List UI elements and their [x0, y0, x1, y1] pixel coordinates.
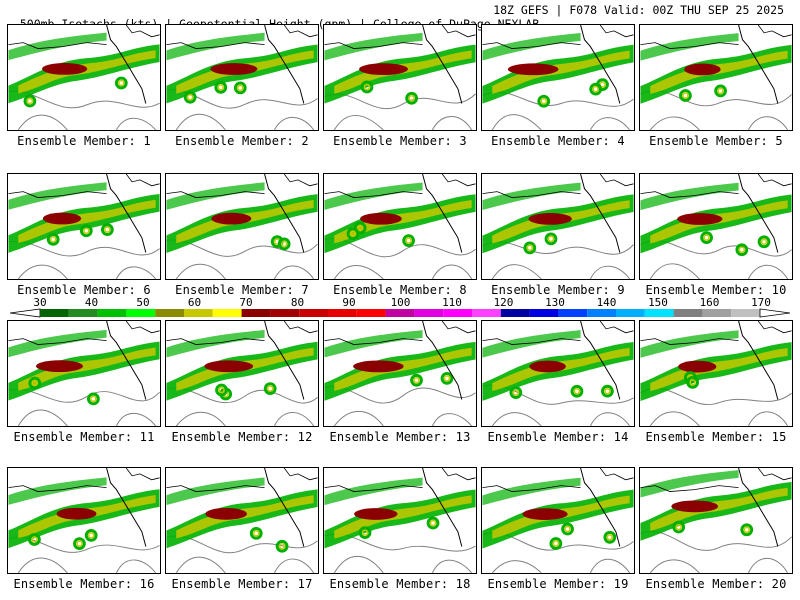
colorbar-swatch: [702, 309, 732, 317]
colorbar-swatch: [212, 309, 242, 317]
colorbar-swatch: [184, 309, 213, 317]
colorbar-swatch: [97, 309, 127, 317]
ensemble-member-label: Ensemble Member: 8: [333, 283, 467, 297]
colorbar-left-arrow: [9, 308, 41, 318]
colorbar-label: 150: [648, 297, 668, 309]
colorbar-label: 110: [442, 297, 462, 309]
colorbar-swatch: [356, 309, 386, 317]
ensemble-member-label: Ensemble Member: 11: [13, 430, 155, 444]
colorbar-swatch: [529, 309, 559, 317]
colorbar-swatch: [126, 309, 156, 317]
ensemble-member-label: Ensemble Member: 20: [645, 577, 787, 591]
colorbar-swatch: [270, 309, 300, 317]
colorbar-label: 100: [391, 297, 411, 309]
ensemble-member-map: [7, 173, 161, 280]
colorbar-swatch: [40, 309, 69, 317]
ensemble-member-map: [323, 467, 477, 574]
ensemble-member-map: [7, 467, 161, 574]
ensemble-member-label: Ensemble Member: 10: [645, 283, 787, 297]
ensemble-member-map: [323, 173, 477, 280]
colorbar-swatch: [644, 309, 674, 317]
colorbar-label: 40: [85, 297, 98, 309]
ensemble-member-map: [639, 173, 793, 280]
ensemble-member-map: [165, 320, 319, 427]
colorbar-label: 120: [494, 297, 514, 309]
colorbar-swatch: [443, 309, 472, 317]
colorbar-swatch: [299, 309, 328, 317]
colorbar-label: 70: [239, 297, 252, 309]
colorbar-svg: 30 40 50 60 70 80 90 100 110 120 130 140 150 160 170: [9, 297, 791, 318]
colorbar-label: 60: [188, 297, 201, 309]
colorbar-label: 170: [751, 297, 771, 309]
colorbar-label: 50: [136, 297, 149, 309]
ensemble-member-label: Ensemble Member: 12: [171, 430, 313, 444]
colorbar-swatch: [500, 309, 530, 317]
colorbar: 30 40 50 60 70 80 90 100 110 120 130 140 150 160 170: [0, 297, 800, 321]
ensemble-member-map: [481, 320, 635, 427]
ensemble-member-map: [323, 320, 477, 427]
ensemble-member-map: [639, 467, 793, 574]
colorbar-swatch: [155, 309, 184, 317]
colorbar-swatch: [731, 309, 760, 317]
ensemble-member-label: Ensemble Member: 7: [175, 283, 309, 297]
ensemble-member-label: Ensemble Member: 15: [645, 430, 787, 444]
colorbar-swatch: [472, 309, 501, 317]
ensemble-member-map: [323, 24, 477, 131]
colorbar-swatch: [616, 309, 645, 317]
ensemble-member-label: Ensemble Member: 13: [329, 430, 471, 444]
ensemble-member-label: Ensemble Member: 18: [329, 577, 471, 591]
ensemble-member-map: [481, 173, 635, 280]
ensemble-member-map: [7, 24, 161, 131]
ensemble-member-map: [165, 467, 319, 574]
colorbar-label: 160: [700, 297, 720, 309]
ensemble-member-label: Ensemble Member: 5: [649, 134, 783, 148]
ensemble-member-label: Ensemble Member: 2: [175, 134, 309, 148]
ensemble-member-label: Ensemble Member: 3: [333, 134, 467, 148]
ensemble-member-map: [165, 24, 319, 131]
ensemble-member-map: [481, 467, 635, 574]
colorbar-swatch: [587, 309, 616, 317]
ensemble-member-map: [481, 24, 635, 131]
ensemble-member-label: Ensemble Member: 17: [171, 577, 313, 591]
ensemble-member-map: [639, 320, 793, 427]
header-run-info: 18Z GEFS | F078 Valid: 00Z THU SEP 25 20…: [493, 3, 784, 17]
ensemble-member-map: [639, 24, 793, 131]
colorbar-swatch: [68, 309, 98, 317]
ensemble-member-map: [165, 173, 319, 280]
colorbar-right-arrow: [759, 308, 791, 318]
colorbar-label: 140: [597, 297, 617, 309]
ensemble-member-label: Ensemble Member: 19: [487, 577, 629, 591]
colorbar-label: 30: [33, 297, 46, 309]
colorbar-swatch: [558, 309, 588, 317]
ensemble-member-label: Ensemble Member: 6: [17, 283, 151, 297]
colorbar-swatch: [385, 309, 415, 317]
colorbar-label: 80: [291, 297, 304, 309]
colorbar-label: 90: [342, 297, 355, 309]
colorbar-label: 130: [545, 297, 565, 309]
ensemble-member-label: Ensemble Member: 14: [487, 430, 629, 444]
ensemble-member-label: Ensemble Member: 4: [491, 134, 625, 148]
ensemble-member-label: Ensemble Member: 9: [491, 283, 625, 297]
colorbar-swatch: [414, 309, 444, 317]
colorbar-swatch: [328, 309, 357, 317]
ensemble-member-label: Ensemble Member: 1: [17, 134, 151, 148]
colorbar-swatch: [241, 309, 271, 317]
ensemble-member-label: Ensemble Member: 16: [13, 577, 155, 591]
ensemble-member-map: [7, 320, 161, 427]
colorbar-swatch: [673, 309, 703, 317]
header: 500mb Isotachs (kts) | Geopotential Heig…: [6, 3, 796, 31]
